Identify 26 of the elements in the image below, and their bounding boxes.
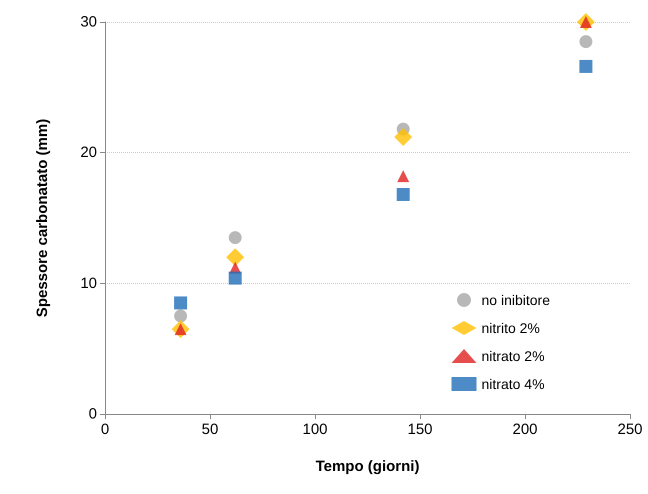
point	[174, 296, 188, 310]
y-tick-label: 10	[80, 274, 97, 292]
point	[226, 248, 244, 266]
legend-label: no inibitore	[482, 292, 550, 308]
y-tick-label: 20	[80, 144, 97, 162]
point	[174, 310, 188, 322]
x-tick-label: 150	[407, 421, 433, 438]
legend-label: nitrito 2%	[482, 320, 540, 336]
x-tick-label: 50	[202, 421, 218, 438]
x-tick-label: 0	[100, 421, 110, 438]
y-tick-label: 0	[88, 406, 97, 422]
point	[397, 170, 410, 182]
x-tick-label: 100	[302, 421, 328, 438]
point	[228, 272, 242, 285]
point	[394, 128, 412, 146]
legend-label: nitrato 2%	[482, 348, 545, 364]
x-axis-title: Tempo (giorni)	[316, 458, 420, 475]
point	[396, 188, 410, 201]
point	[579, 60, 592, 73]
x-tick-label: 250	[617, 421, 643, 438]
y-axis-title: Spessore carbonatato (mm)	[34, 118, 51, 318]
point	[228, 231, 242, 244]
point	[579, 35, 592, 48]
x-tick-label: 200	[512, 421, 538, 438]
legend-label: nitrato 4%	[482, 376, 545, 392]
y-tick-label: 30	[80, 14, 97, 30]
